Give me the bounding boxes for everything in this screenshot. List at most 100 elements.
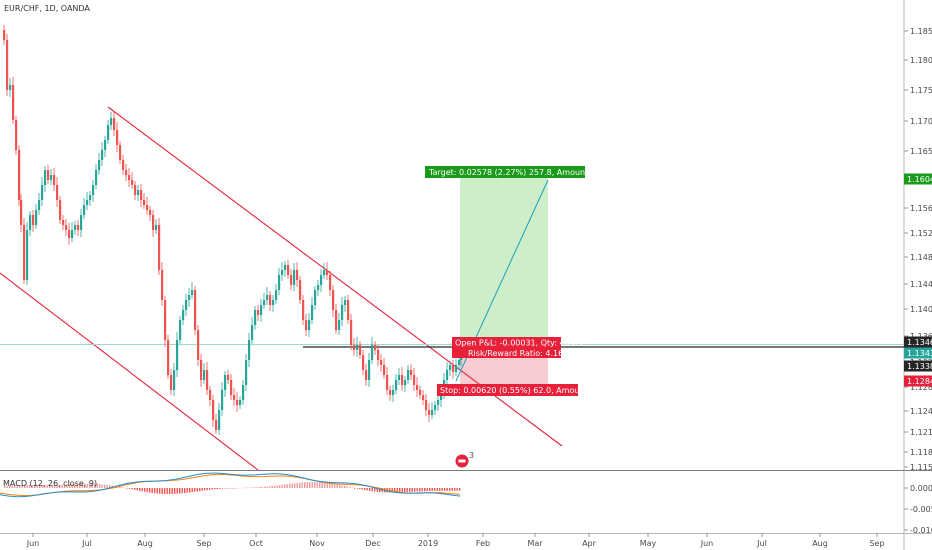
macd-histogram-bar bbox=[61, 484, 63, 488]
candle-body bbox=[239, 400, 242, 405]
target-zone[interactable] bbox=[460, 178, 548, 347]
macd-histogram-bar bbox=[399, 488, 401, 493]
time-tick: Jun bbox=[700, 539, 714, 548]
candle-body bbox=[125, 170, 128, 175]
candle-body bbox=[422, 395, 425, 400]
candle-body bbox=[173, 370, 176, 390]
candle-body bbox=[68, 230, 71, 238]
time-tick: Mar bbox=[527, 539, 543, 548]
price-tick: 1.15200 bbox=[910, 229, 932, 238]
macd-tick: -0.0050 bbox=[910, 505, 932, 514]
candle-body bbox=[18, 150, 21, 200]
macd-histogram-bar bbox=[76, 483, 78, 488]
time-tick: May bbox=[640, 539, 657, 548]
candle-body bbox=[44, 170, 47, 185]
candle-body bbox=[113, 118, 116, 130]
macd-histogram-bar bbox=[134, 488, 136, 490]
macd-histogram-bar bbox=[24, 484, 26, 488]
candle-body bbox=[155, 225, 158, 230]
macd-histogram-bar bbox=[11, 485, 13, 488]
macd-histogram-bar bbox=[356, 488, 358, 489]
price-tag-bg bbox=[904, 360, 932, 372]
candle-body bbox=[365, 370, 368, 380]
macd-histogram-bar bbox=[434, 488, 436, 491]
candle-body bbox=[107, 125, 110, 140]
candle-body bbox=[257, 310, 260, 315]
candle-body bbox=[80, 215, 83, 230]
candle-body bbox=[26, 230, 29, 280]
price-axis[interactable]: 1.18500 1.18000 1.17500 1.17000 1.16500 1.160… bbox=[904, 27, 932, 472]
symbol-label[interactable]: EUR/CHF, 1D, OANDA bbox=[4, 4, 90, 13]
candle-body bbox=[215, 420, 218, 430]
candle-body bbox=[209, 390, 212, 400]
macd-histogram-bar bbox=[171, 488, 173, 494]
macd-histogram-bar bbox=[426, 488, 428, 492]
macd-histogram-bar bbox=[201, 488, 203, 491]
macd-histogram-bar bbox=[119, 486, 121, 488]
candle-body bbox=[131, 180, 134, 185]
macd-histogram-bar bbox=[216, 488, 218, 490]
macd-histogram-bar bbox=[9, 485, 11, 488]
price-tag-bg bbox=[904, 347, 932, 359]
candle-body bbox=[233, 395, 236, 400]
candle-body bbox=[149, 210, 152, 215]
price-tag-bg bbox=[904, 173, 932, 185]
candle-body bbox=[359, 345, 362, 355]
candle-body bbox=[128, 175, 131, 180]
candle-body bbox=[460, 358, 463, 360]
macd-histogram-bar bbox=[246, 487, 248, 489]
macd-histogram-bar bbox=[244, 487, 246, 489]
macd-histogram-bar bbox=[374, 488, 376, 492]
events-badge[interactable]: 3 bbox=[455, 451, 475, 468]
macd-histogram-bar bbox=[416, 488, 418, 492]
macd-histogram-bar bbox=[224, 488, 226, 489]
macd-histogram-bar bbox=[194, 488, 196, 492]
macd-histogram-bar bbox=[51, 484, 53, 488]
candle-body bbox=[203, 370, 206, 380]
candle-body bbox=[380, 360, 383, 365]
candle-body bbox=[29, 215, 32, 230]
candle-body bbox=[338, 320, 341, 330]
macd-histogram-bar bbox=[411, 488, 413, 492]
macd-histogram-bar bbox=[366, 488, 368, 491]
time-tick: Apr bbox=[582, 539, 597, 548]
price-tag: 1.13383 bbox=[907, 362, 932, 371]
candle-body bbox=[410, 370, 413, 375]
candle-body bbox=[218, 410, 221, 430]
candle-body bbox=[143, 200, 146, 205]
candle-body bbox=[368, 360, 371, 380]
candle-body bbox=[311, 305, 314, 320]
candle-body bbox=[74, 225, 77, 230]
macd-histogram-bar bbox=[196, 488, 198, 492]
candle-body bbox=[332, 290, 335, 310]
macd-histogram-bar bbox=[21, 484, 23, 488]
macd-histogram-bar bbox=[169, 488, 171, 495]
candle-body bbox=[314, 290, 317, 305]
macd-histogram-bar bbox=[14, 485, 16, 488]
macd-histogram-bar bbox=[44, 484, 46, 488]
lower-trendline[interactable] bbox=[0, 272, 259, 471]
macd-histogram-bar bbox=[329, 483, 331, 488]
candle-body bbox=[188, 295, 191, 300]
macd-histogram-bar bbox=[74, 484, 76, 488]
macd-label[interactable]: MACD (12, 26, close, 9) bbox=[3, 479, 97, 488]
macd-histogram-bar bbox=[221, 488, 223, 489]
macd-histogram-bar bbox=[99, 484, 101, 488]
macd-histogram-bar bbox=[361, 488, 363, 490]
candle-body bbox=[176, 340, 179, 370]
candle-body bbox=[206, 370, 209, 390]
macd-histogram-bar bbox=[101, 484, 103, 488]
macd-histogram-bar bbox=[36, 484, 38, 488]
candle-body bbox=[269, 295, 272, 305]
price-tick: 1.14400 bbox=[910, 280, 932, 289]
candle-body bbox=[440, 395, 443, 400]
candle-body bbox=[404, 380, 407, 385]
macd-histogram-bar bbox=[56, 484, 58, 488]
time-axis[interactable]: Jun Jul Aug Sep Oct Nov Dec 2019 Feb Mar Apr May Jun… bbox=[26, 533, 885, 548]
macd-histogram-bar bbox=[161, 488, 163, 494]
macd-histogram-bar bbox=[406, 488, 408, 493]
macd-histogram-bar bbox=[229, 488, 231, 489]
candle-body bbox=[263, 300, 266, 305]
macd-tick: -0.0100 bbox=[910, 526, 932, 535]
